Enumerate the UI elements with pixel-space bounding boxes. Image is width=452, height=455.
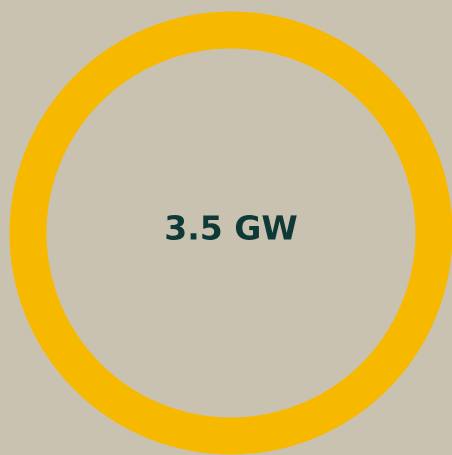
indicator-label: 3.5 GW — [164, 209, 297, 248]
ring — [9, 11, 452, 455]
